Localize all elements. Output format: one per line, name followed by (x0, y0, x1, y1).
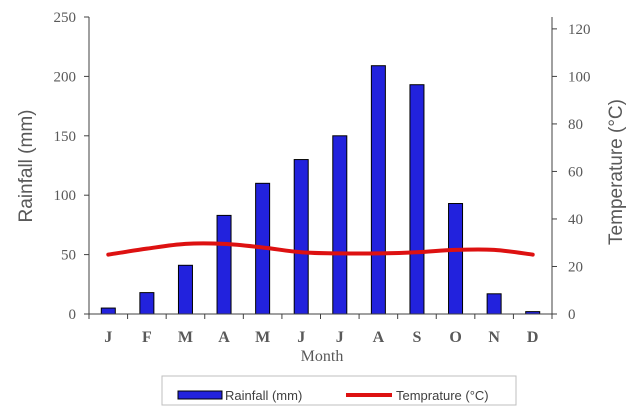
rainfall-bar (293, 159, 309, 315)
y2-tick-label: 100 (568, 69, 591, 85)
y-tick-label: 100 (54, 188, 77, 204)
x-tick-label: A (218, 329, 230, 346)
legend-rainfall-label: Rainfall (mm) (225, 388, 302, 403)
y-tick-label: 0 (69, 307, 77, 323)
y2-tick-label: 60 (568, 164, 583, 180)
y2-tick-label: 0 (568, 307, 576, 323)
x-tick-label: J (104, 329, 112, 346)
y2-tick-label: 20 (568, 259, 583, 275)
x-axis-title: Month (301, 348, 344, 365)
y2-tick-label: 80 (568, 117, 583, 133)
rainfall-bar (216, 214, 232, 315)
y-tick-label: 150 (54, 129, 77, 145)
legend-rainfall-swatch (177, 390, 223, 400)
x-tick-label: J (297, 329, 305, 346)
x-tick-label: N (488, 329, 500, 346)
rainfall-bar (448, 203, 464, 315)
legend: Rainfall (mm) Temprature (°C) (161, 375, 517, 406)
rainfall-bar (486, 293, 502, 315)
y-tick-label: 200 (54, 69, 77, 85)
rainfall-bar (177, 264, 193, 315)
rainfall-bar (370, 65, 386, 315)
rainfall-bar (332, 135, 348, 315)
y2-axis-title: Temperature (°C) (606, 99, 627, 245)
x-tick-label: A (373, 329, 385, 346)
rainfall-bar (139, 292, 155, 315)
x-tick-label: O (449, 329, 461, 346)
y-tick-label: 50 (61, 248, 76, 264)
plot-area (89, 17, 552, 314)
x-tick-label: D (527, 329, 539, 346)
x-tick-label: J (336, 329, 344, 346)
tick-labels: 0 50 100 150 200 250 0 20 40 60 80 100 120 J F M A M J J A S O… (54, 10, 591, 346)
y2-tick-label: 120 (568, 22, 591, 38)
y-tick-label: 250 (54, 10, 77, 26)
x-tick-label: M (255, 329, 270, 346)
x-tick-label: M (178, 329, 193, 346)
rainfall-bar (100, 307, 116, 315)
rainfall-bar (409, 84, 425, 315)
x-tick-label: F (142, 329, 152, 346)
y2-tick-label: 40 (568, 212, 583, 228)
x-tick-label: S (413, 329, 422, 346)
y-axis-title: Rainfall (mm) (16, 110, 37, 223)
temperature-line (106, 241, 535, 257)
legend-temperature-label: Temprature (°C) (396, 388, 489, 403)
